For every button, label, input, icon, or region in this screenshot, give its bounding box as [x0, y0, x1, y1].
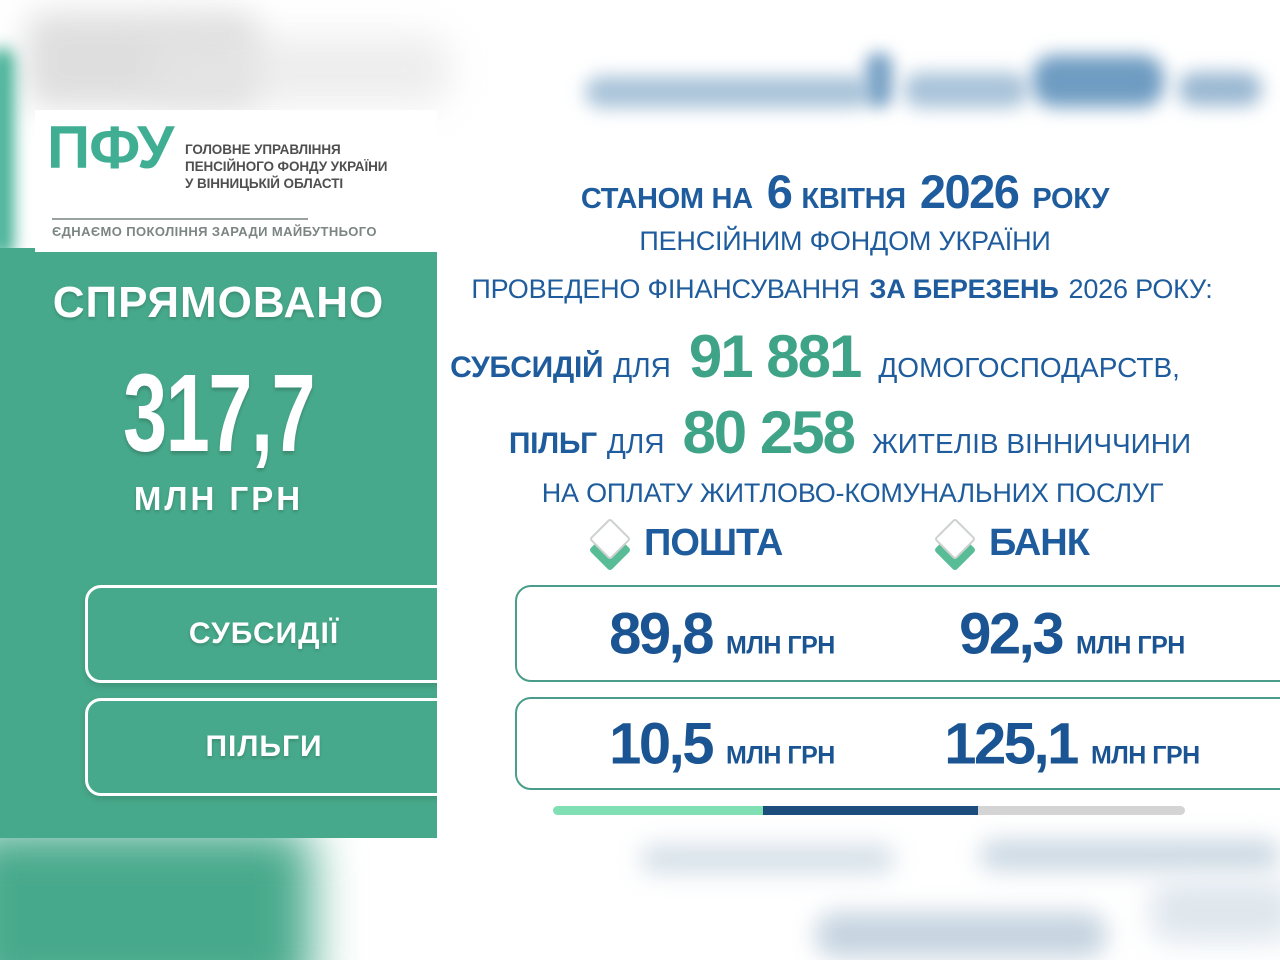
logo-divider	[52, 218, 308, 220]
headline-prefix: СТАНОМ НА	[580, 183, 753, 215]
diamond-check-icon	[586, 517, 634, 572]
stat-value: 80 258	[682, 399, 856, 466]
stat-value: 91 881	[688, 323, 863, 390]
total-amount-value: 317,7	[122, 352, 315, 475]
channel-poshta: ПОШТА	[586, 517, 783, 572]
headline-org: ПЕНСІЙНИМ ФОНДОМ УКРАЇНИ	[460, 226, 1230, 257]
value-cell: 125,1 МЛН ГРН	[917, 710, 1227, 777]
stat-connector: ДЛЯ	[606, 428, 665, 459]
headline-suffix: РОКУ	[1032, 183, 1110, 215]
logo-card: ПФУ ГОЛОВНЕ УПРАВЛІННЯ ПЕНСІЙНОГО ФОНДУ …	[35, 110, 437, 252]
progress-segment-gray	[977, 806, 1185, 815]
value-number: 92,3	[959, 601, 1064, 666]
blurred-background-shape	[980, 840, 1280, 870]
stat-line-subsidies: СУБСИДІЙ ДЛЯ 91 881 ДОМОГОСПОДАРСТВ,	[430, 322, 1200, 390]
purpose-line: НА ОПЛАТУ ЖИТЛОВО-КОМУНАЛЬНИХ ПОСЛУГ	[470, 478, 1235, 509]
stat-label: СУБСИДІЙ	[450, 351, 604, 384]
blurred-background-shape	[865, 52, 893, 108]
value-cell: 92,3 МЛН ГРН	[917, 600, 1227, 667]
stat-suffix: ЖИТЕЛІВ ВІННИЧЧИНИ	[871, 428, 1192, 459]
subsidies-button-label: СУБСИДІЇ	[188, 617, 340, 650]
benefits-button-label: ПІЛЬГИ	[205, 730, 323, 763]
channel-poshta-label: ПОШТА	[644, 521, 783, 564]
org-name-line: ГОЛОВНЕ УПРАВЛІННЯ	[185, 142, 341, 157]
blurred-background-shape	[0, 48, 14, 258]
pfu-logo: ПФУ	[47, 114, 174, 181]
values-row-subsidies: 89,8 МЛН ГРН 92,3 МЛН ГРН	[515, 585, 1280, 682]
blurred-background-shape	[903, 72, 1028, 108]
benefits-button[interactable]: ПІЛЬГИ	[85, 698, 437, 796]
financing-prefix: ПРОВЕДЕНО ФІНАНСУВАННЯ	[471, 274, 860, 304]
blurred-background-shape	[150, 35, 450, 105]
headline-year: 2026	[919, 165, 1020, 218]
financing-suffix: 2026 РОКУ:	[1068, 274, 1213, 304]
org-name-line: ПЕНСІЙНОГО ФОНДУ УКРАЇНИ	[185, 159, 388, 174]
subsidies-button[interactable]: СУБСИДІЇ	[85, 585, 437, 683]
blurred-background-shape	[1150, 880, 1280, 942]
diamond-check-icon	[931, 517, 979, 572]
channel-bank-label: БАНК	[989, 521, 1090, 564]
org-name: ГОЛОВНЕ УПРАВЛІННЯ ПЕНСІЙНОГО ФОНДУ УКРА…	[185, 141, 387, 192]
blurred-background-shape	[640, 845, 895, 873]
total-panel: СПРЯМОВАНО 317,7 МЛН ГРН СУБСИДІЇ ПІЛЬГИ	[0, 248, 437, 838]
org-name-line: У ВІННИЦЬКІЙ ОБЛАСТІ	[185, 176, 344, 191]
value-unit: МЛН ГРН	[1076, 631, 1185, 659]
financing-month: ЗА БЕРЕЗЕНЬ	[869, 274, 1059, 304]
value-number: 89,8	[609, 601, 714, 666]
total-panel-title: СПРЯМОВАНО	[52, 278, 385, 327]
progress-bar	[553, 806, 1185, 815]
progress-segment-mint	[553, 806, 763, 815]
blurred-background-shape	[1178, 72, 1262, 106]
value-number: 125,1	[944, 711, 1079, 776]
value-cell: 89,8 МЛН ГРН	[577, 600, 867, 667]
headline-day: 6	[766, 165, 793, 218]
purpose-text: НА ОПЛАТУ ЖИТЛОВО-КОМУНАЛЬНИХ ПОСЛУГ	[541, 478, 1164, 508]
value-cell: 10,5 МЛН ГРН	[577, 710, 867, 777]
blurred-background-shape	[815, 912, 1107, 958]
blurred-background-shape	[25, 12, 260, 108]
headline-month: КВІТНЯ	[801, 183, 906, 215]
stat-label: ПІЛЬГ	[508, 427, 597, 460]
headline-org-text: ПЕНСІЙНИМ ФОНДОМ УКРАЇНИ	[639, 226, 1051, 256]
blurred-background-shape	[585, 76, 870, 108]
logo-tagline: ЄДНАЄМО ПОКОЛІННЯ ЗАРАДИ МАЙБУТНЬОГО	[52, 224, 377, 239]
headline-financing: ПРОВЕДЕНО ФІНАНСУВАННЯ ЗА БЕРЕЗЕНЬ 2026 …	[452, 274, 1232, 305]
stat-connector: ДЛЯ	[613, 352, 671, 383]
progress-segment-navy	[762, 806, 978, 815]
headline-date: СТАНОМ НА 6 КВІТНЯ 2026 РОКУ	[460, 164, 1230, 219]
values-row-privileges: 10,5 МЛН ГРН 125,1 МЛН ГРН	[515, 697, 1280, 790]
value-number: 10,5	[609, 711, 714, 776]
value-unit: МЛН ГРН	[1090, 741, 1200, 769]
value-unit: МЛН ГРН	[726, 741, 835, 769]
blurred-background-shape	[1032, 55, 1164, 107]
total-amount: 317,7	[0, 356, 437, 472]
value-unit: МЛН ГРН	[726, 631, 835, 659]
stat-line-privileges: ПІЛЬГ ДЛЯ 80 258 ЖИТЕЛІВ ВІННИЧЧИНИ	[470, 398, 1230, 466]
channel-bank: БАНК	[931, 517, 1090, 572]
blurred-background-shape	[0, 828, 312, 960]
stat-suffix: ДОМОГОСПОДАРСТВ,	[878, 352, 1180, 383]
total-amount-unit: МЛН ГРН	[133, 480, 304, 517]
